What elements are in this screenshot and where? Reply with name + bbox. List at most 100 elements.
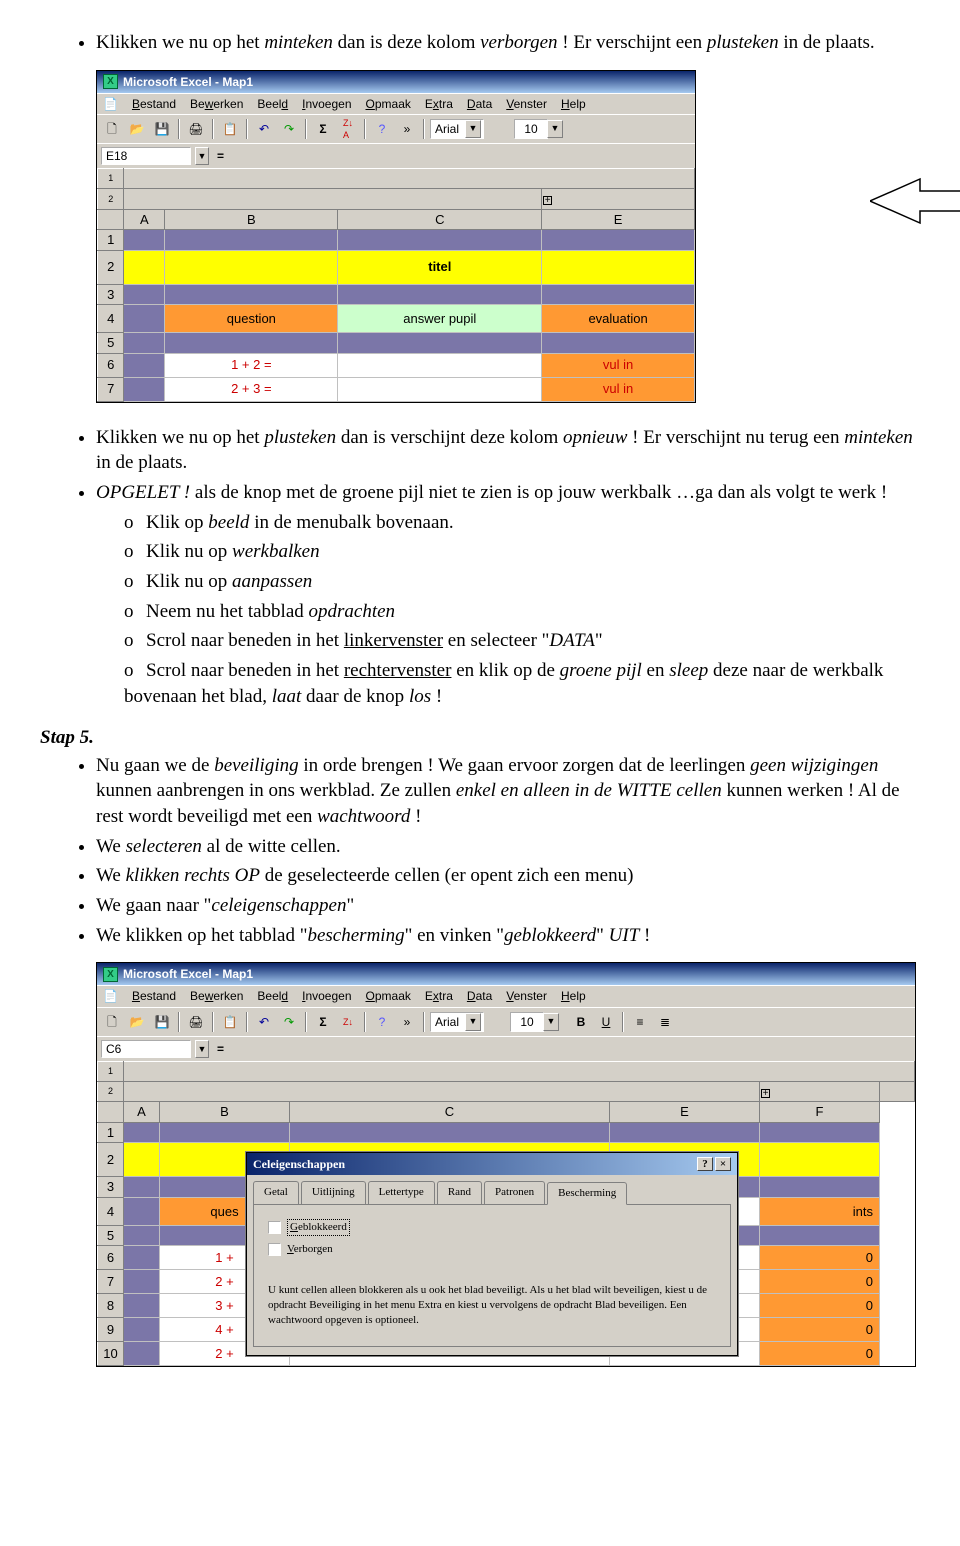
outline-plus-icon[interactable]: + xyxy=(543,196,552,205)
sort-icon[interactable]: Z↓ xyxy=(337,1011,359,1033)
select-all[interactable] xyxy=(98,1102,124,1123)
bold-icon[interactable]: B xyxy=(570,1011,592,1033)
tab-rand[interactable]: Rand xyxy=(437,1181,482,1204)
tab-getal[interactable]: Getal xyxy=(253,1181,299,1204)
close-button[interactable]: × xyxy=(715,1157,731,1171)
help-button[interactable]: ? xyxy=(697,1157,713,1171)
outline-level-2[interactable]: 2 xyxy=(98,189,124,210)
undo-icon[interactable]: ↶ xyxy=(253,1011,275,1033)
align-left-icon[interactable]: ≡ xyxy=(629,1011,651,1033)
outline-plus-icon[interactable]: + xyxy=(761,1089,770,1098)
name-box[interactable]: C6 xyxy=(101,1040,191,1058)
menu-item[interactable]: Data xyxy=(467,96,492,112)
checkbox-verborgen[interactable] xyxy=(268,1243,281,1256)
help-icon[interactable]: ? xyxy=(371,118,393,140)
titlebar: X Microsoft Excel - Map1 xyxy=(97,71,695,93)
menu-item[interactable]: Bestand xyxy=(132,96,176,112)
print-icon[interactable]: 🖨 xyxy=(185,1011,207,1033)
outline-level-1[interactable]: 1 xyxy=(98,169,124,189)
redo-icon[interactable]: ↷ xyxy=(278,118,300,140)
menu-item[interactable]: Opmaak xyxy=(366,96,411,112)
more-icon[interactable]: » xyxy=(396,118,418,140)
row-header[interactable]: 3 xyxy=(98,284,124,305)
menu-item[interactable]: Venster xyxy=(506,96,547,112)
col-header[interactable]: A xyxy=(124,209,165,230)
paste-icon[interactable]: 📋 xyxy=(219,1011,241,1033)
row-header[interactable]: 5 xyxy=(98,1225,124,1246)
col-header[interactable]: B xyxy=(160,1102,290,1123)
new-icon[interactable]: 🗋 xyxy=(101,118,123,140)
step5-b5: We klikken op het tabblad "bescherming" … xyxy=(96,923,920,949)
menu-item[interactable]: Data xyxy=(467,988,492,1004)
menu-item[interactable]: Bewerken xyxy=(190,96,243,112)
dialog-tabs: Getal Uitlijning Lettertype Rand Patrone… xyxy=(247,1175,737,1204)
new-icon[interactable]: 🗋 xyxy=(101,1011,123,1033)
row-header[interactable]: 4 xyxy=(98,1197,124,1225)
help-icon[interactable]: ? xyxy=(371,1011,393,1033)
fontsize-select[interactable]: 10 xyxy=(514,119,548,139)
menu-item[interactable]: Bewerken xyxy=(190,988,243,1004)
print-icon[interactable]: 🖨 xyxy=(185,118,207,140)
row-header[interactable]: 1 xyxy=(98,1122,124,1143)
redo-icon[interactable]: ↷ xyxy=(278,1011,300,1033)
paste-icon[interactable]: 📋 xyxy=(219,118,241,140)
align-right-icon[interactable]: ≣ xyxy=(654,1011,676,1033)
col-header[interactable]: E xyxy=(610,1102,760,1123)
menu-item[interactable]: Extra xyxy=(425,988,453,1004)
more-icon[interactable]: » xyxy=(396,1011,418,1033)
name-box[interactable]: E18 xyxy=(101,147,191,165)
menu-item[interactable]: Beeld xyxy=(257,988,288,1004)
col-header[interactable]: F xyxy=(760,1102,880,1123)
sum-icon[interactable]: Σ xyxy=(312,118,334,140)
sum-icon[interactable]: Σ xyxy=(312,1011,334,1033)
tab-bescherming[interactable]: Bescherming xyxy=(547,1182,627,1205)
row-header[interactable]: 7 xyxy=(98,1270,124,1294)
row-header[interactable]: 1 xyxy=(98,230,124,251)
row-header[interactable]: 5 xyxy=(98,333,124,354)
undo-icon[interactable]: ↶ xyxy=(253,118,275,140)
fontsize-select[interactable]: 10 xyxy=(510,1012,544,1032)
save-icon[interactable]: 💾 xyxy=(151,118,173,140)
menu-item[interactable]: Help xyxy=(561,96,586,112)
sort-icon[interactable]: Z↓A xyxy=(337,118,359,140)
cell[interactable] xyxy=(338,377,542,401)
col-header[interactable]: E xyxy=(542,209,695,230)
row-header[interactable]: 2 xyxy=(98,250,124,284)
tab-patronen[interactable]: Patronen xyxy=(484,1181,545,1204)
col-header[interactable]: C xyxy=(338,209,542,230)
menu-item[interactable]: Help xyxy=(561,988,586,1004)
row-header[interactable]: 10 xyxy=(98,1342,124,1366)
row-header[interactable]: 3 xyxy=(98,1177,124,1198)
col-header[interactable]: B xyxy=(165,209,338,230)
font-select[interactable]: Arial xyxy=(430,119,484,139)
menu-item[interactable]: Invoegen xyxy=(302,96,351,112)
namebox-dropdown-icon[interactable]: ▼ xyxy=(195,1040,209,1058)
select-all[interactable] xyxy=(98,209,124,230)
open-icon[interactable]: 📂 xyxy=(126,1011,148,1033)
row-header[interactable]: 7 xyxy=(98,377,124,401)
open-icon[interactable]: 📂 xyxy=(126,118,148,140)
row-header[interactable]: 4 xyxy=(98,305,124,333)
row-header[interactable]: 6 xyxy=(98,353,124,377)
menu-item[interactable]: Venster xyxy=(506,988,547,1004)
namebox-dropdown-icon[interactable]: ▼ xyxy=(195,147,209,165)
underline-icon[interactable]: U xyxy=(595,1011,617,1033)
tab-uitlijning[interactable]: Uitlijning xyxy=(301,1181,366,1204)
menu-item[interactable]: Bestand xyxy=(132,988,176,1004)
col-header[interactable]: A xyxy=(124,1102,160,1123)
step-5-list: Nu gaan we de beveiliging in orde brenge… xyxy=(40,753,920,948)
save-icon[interactable]: 💾 xyxy=(151,1011,173,1033)
row-header[interactable]: 8 xyxy=(98,1294,124,1318)
menu-item[interactable]: Beeld xyxy=(257,96,288,112)
menu-item[interactable]: Invoegen xyxy=(302,988,351,1004)
font-select[interactable]: Arial xyxy=(430,1012,484,1032)
checkbox-geblokkeerd[interactable] xyxy=(268,1221,281,1234)
col-header[interactable]: C xyxy=(290,1102,610,1123)
menu-item[interactable]: Opmaak xyxy=(366,988,411,1004)
tab-lettertype[interactable]: Lettertype xyxy=(368,1181,435,1204)
row-header[interactable]: 2 xyxy=(98,1143,124,1177)
cell[interactable] xyxy=(338,353,542,377)
row-header[interactable]: 6 xyxy=(98,1246,124,1270)
row-header[interactable]: 9 xyxy=(98,1318,124,1342)
menu-item[interactable]: Extra xyxy=(425,96,453,112)
